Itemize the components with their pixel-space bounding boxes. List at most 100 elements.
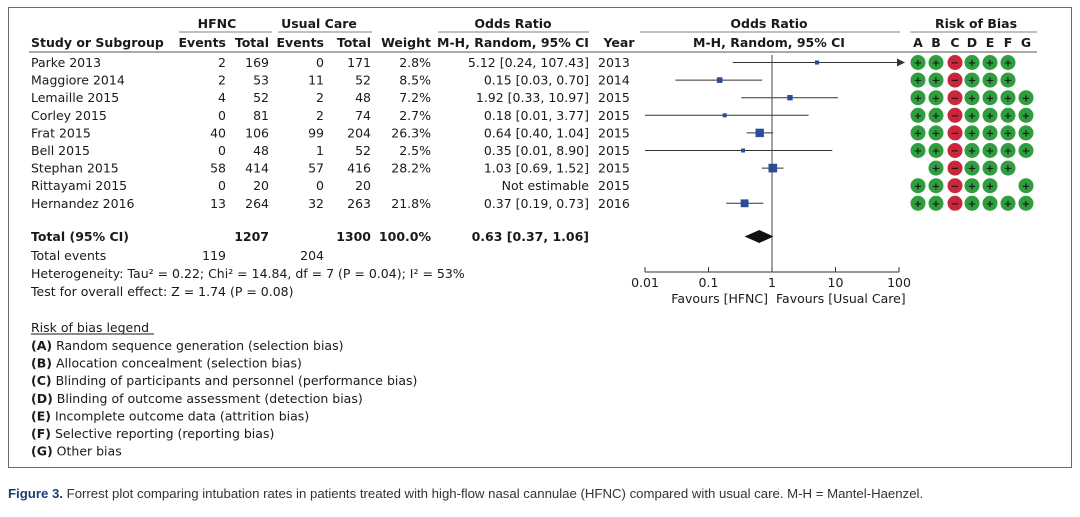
x-tick-label-3: 10 [828,275,844,290]
or-ci-bell-2015: 0.35 [0.01, 8.90] [484,143,589,158]
year-corley-2015: 2015 [598,108,630,123]
rob-sign-frat-2015-c: − [951,129,959,140]
rob-dot-bell-2015-f [1000,143,1016,158]
rob-sign-frat-2015-a: + [914,129,922,140]
rob-sign-bell-2015-a: + [914,146,922,157]
x-tick-label-4: 100 [887,275,911,290]
header-risk-of-bias: Risk of Bias [935,16,1017,31]
rob-dot-rittayami-2015-d [964,178,980,194]
rob-dot-bell-2015-a [910,143,926,158]
rob-dot-bell-2015-b [928,143,944,158]
events-usual-parke-2013: 0 [316,55,324,70]
rob-sign-frat-2015-e: + [986,129,994,140]
rob-sign-hernandez-2016-f: + [1004,199,1012,210]
rob-legend-item-5: (F) Selective reporting (reporting bias) [31,426,274,441]
rob-dot-maggiore-2014-d [964,72,980,88]
weight-parke-2013: 2.8% [399,55,431,70]
rob-dot-corley-2015-b [928,107,944,123]
weight-frat-2015: 26.3% [391,125,431,140]
events-hfnc-frat-2015: 40 [210,125,226,140]
rob-legend-key-2: (C) [31,373,52,388]
total-usual-lemaille-2015: 48 [355,90,371,105]
rob-dot-lemaille-2015-d [964,90,980,106]
point-estimate-bell-2015 [741,148,746,153]
rob-dot-parke-2013-c [947,55,963,70]
weight-lemaille-2015: 7.2% [399,90,431,105]
rob-sign-parke-2013-d: + [968,58,976,69]
weight-corley-2015: 2.7% [399,108,431,123]
rob-sign-maggiore-2014-d: + [968,76,976,87]
or-ci-rittayami-2015: Not estimable [502,178,590,193]
col-study: Study or Subgroup [31,35,164,50]
rob-dot-hernandez-2016-e [982,195,998,211]
rob-sign-parke-2013-b: + [932,58,940,69]
events-usual-stephan-2015: 57 [308,161,324,176]
rob-dot-bell-2015-g [1018,143,1034,158]
rob-dot-corley-2015-f [1000,107,1016,123]
rob-dot-hernandez-2016-c [947,195,963,211]
header-group-hfnc: HFNC [198,16,237,31]
rob-sign-parke-2013-e: + [986,58,994,69]
rob-dot-maggiore-2014-c [947,72,963,88]
rob-dot-stephan-2015-c [947,160,963,176]
events-hfnc-rittayami-2015: 0 [218,178,226,193]
rob-sign-rittayami-2015-a: + [914,181,922,192]
total-or-ci: 0.63 [0.37, 1.06] [472,229,589,244]
col-total-usual: Total [337,35,371,50]
rob-legend-key-3: (D) [31,391,53,406]
weight-maggiore-2014: 8.5% [399,73,431,88]
rob-sign-corley-2015-b: + [932,111,940,122]
header-group-usual-care: Usual Care [281,16,357,31]
rob-sign-corley-2015-f: + [1004,111,1012,122]
total-hfnc-frat-2015: 106 [245,125,269,140]
rob-sign-bell-2015-f: + [1004,146,1012,157]
year-rittayami-2015: 2015 [598,178,630,193]
caption-text: Forrest plot comparing intubation rates … [62,486,924,501]
rob-sign-lemaille-2015-e: + [986,93,994,104]
rob-dot-frat-2015-c [947,125,963,141]
or-ci-corley-2015: 0.18 [0.01, 3.77] [484,108,589,123]
rob-legend-text-6: Other bias [53,444,122,459]
rob-dot-corley-2015-d [964,107,980,123]
rob-letter-d: D [967,35,977,50]
total-weight: 100.0% [379,229,432,244]
point-estimate-maggiore-2014 [716,77,723,83]
rob-dot-maggiore-2014-b [928,72,944,88]
rob-dot-stephan-2015-b [928,160,944,176]
or-ci-lemaille-2015: 1.92 [0.33, 10.97] [476,90,589,105]
study-name-maggiore-2014: Maggiore 2014 [31,73,125,88]
rob-dot-hernandez-2016-f [1000,195,1016,211]
study-name-hernandez-2016: Hernandez 2016 [31,196,135,211]
total-events-hfnc: 119 [202,248,226,263]
rob-dot-stephan-2015-f [1000,160,1016,176]
rob-sign-bell-2015-g: + [1022,146,1030,157]
rob-sign-hernandez-2016-d: + [968,199,976,210]
events-hfnc-corley-2015: 0 [218,108,226,123]
rob-sign-corley-2015-c: − [951,111,959,122]
rob-sign-corley-2015-g: + [1022,111,1030,122]
col-year: Year [603,35,636,50]
rob-sign-lemaille-2015-a: + [914,93,922,104]
rob-legend-text-0: Random sequence generation (selection bi… [52,338,343,353]
rob-dot-parke-2013-e [982,55,998,70]
header-odds-ratio-plot: Odds Ratio [730,16,808,31]
rob-letter-c: C [950,35,959,50]
rob-sign-maggiore-2014-c: − [951,76,959,87]
events-usual-maggiore-2014: 11 [308,73,324,88]
rob-legend-item-2: (C) Blinding of participants and personn… [31,373,417,388]
point-estimate-parke-2013 [814,60,820,65]
rob-sign-maggiore-2014-f: + [1004,76,1012,87]
rob-sign-bell-2015-d: + [968,146,976,157]
rob-sign-hernandez-2016-e: + [986,199,994,210]
rob-dot-maggiore-2014-e [982,72,998,88]
rob-sign-rittayami-2015-g: + [1022,181,1030,192]
rob-sign-bell-2015-b: + [932,146,940,157]
rob-sign-rittayami-2015-e: + [986,181,994,192]
overall-effect-text: Test for overall effect: Z = 1.74 (P = 0… [30,284,294,299]
rob-legend-item-4: (E) Incomplete outcome data (attrition b… [31,408,309,423]
rob-sign-corley-2015-a: + [914,111,922,122]
rob-dot-bell-2015-e [982,143,998,158]
or-ci-stephan-2015: 1.03 [0.69, 1.52] [484,161,589,176]
total-usual-hernandez-2016: 263 [347,196,371,211]
rob-letter-e: E [986,35,995,50]
